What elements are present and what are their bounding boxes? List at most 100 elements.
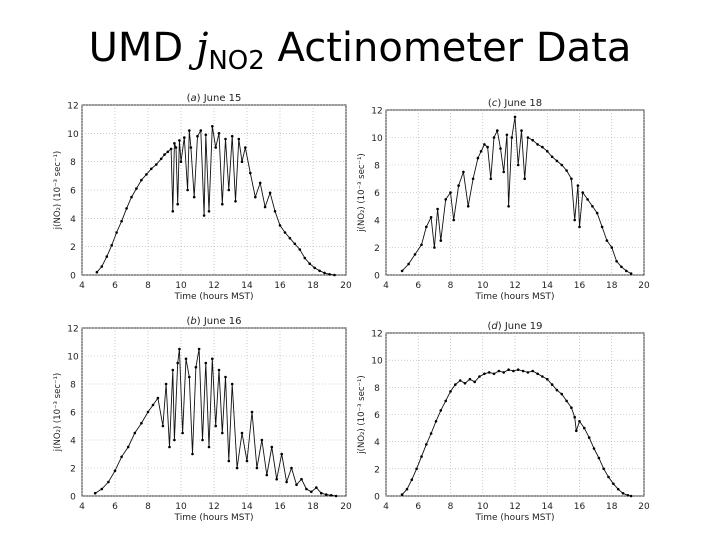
panel-title: (b) June 16	[186, 316, 241, 327]
y-tick-label: 2	[374, 244, 380, 254]
data-point	[171, 368, 175, 372]
data-point	[536, 372, 539, 376]
y-tick-label: 8	[374, 384, 380, 394]
data-point	[621, 492, 625, 495]
data-point	[250, 410, 254, 414]
data-point	[150, 167, 153, 171]
data-point	[260, 438, 264, 442]
data-point	[288, 236, 292, 240]
data-point	[290, 466, 293, 470]
data-point	[420, 455, 423, 458]
data-point	[573, 218, 576, 222]
data-point	[523, 177, 526, 181]
data-point	[616, 487, 620, 491]
x-tick-label: 12	[509, 502, 520, 512]
data-point	[305, 487, 308, 491]
data-point	[555, 159, 559, 163]
data-point	[207, 445, 211, 449]
x-tick-label: 8	[448, 502, 454, 512]
chart-panel-c: 0 2 4 6 8 10 12 4 6 8 10 12 14 16 18 20 (c) June 18 Time …	[357, 98, 650, 302]
data-point	[265, 473, 269, 477]
data-point	[125, 207, 128, 210]
x-tick-label: 4	[79, 281, 85, 291]
data-point	[625, 269, 628, 273]
data-point	[100, 487, 104, 491]
data-point	[433, 246, 436, 249]
data-point	[201, 438, 204, 442]
data-point	[318, 269, 321, 273]
data-point	[550, 155, 554, 159]
data-point	[489, 177, 493, 181]
data-point	[168, 445, 171, 449]
chart-panel-b: 0 2 4 6 8 10 12 4 6 8 10 12 14 16 18 20 (b) June 16 Time …	[53, 316, 352, 523]
data-point	[507, 368, 510, 372]
data-point	[600, 225, 604, 229]
title-prefix: UMD	[88, 25, 196, 71]
data-point	[178, 139, 181, 142]
y-tick-label: 10	[371, 134, 383, 144]
data-point	[110, 244, 113, 247]
data-point	[439, 239, 443, 242]
data-point	[278, 224, 282, 227]
y-tick-label: 12	[371, 107, 382, 117]
data-point	[512, 369, 515, 373]
data-point	[227, 188, 231, 192]
y-tick-label: 4	[70, 215, 76, 225]
data-point	[230, 134, 234, 138]
data-point	[188, 129, 191, 132]
y-tick-label: 2	[70, 243, 76, 253]
data-point	[188, 375, 191, 379]
y-axis-label: j(NO₂) (10⁻³ sec⁻¹)	[53, 373, 63, 452]
y-tick-label: 4	[70, 437, 76, 447]
data-point	[113, 469, 117, 473]
data-point	[434, 420, 438, 423]
x-tick-label: 6	[415, 281, 421, 291]
y-tick-label: 0	[70, 272, 76, 282]
data-point	[263, 205, 267, 209]
data-point	[240, 431, 244, 435]
x-tick-label: 20	[638, 502, 650, 512]
x-tick-label: 12	[208, 502, 219, 512]
x-tick-label: 8	[145, 281, 151, 291]
data-point	[410, 478, 414, 482]
y-tick-label: 8	[70, 381, 76, 391]
data-point	[607, 475, 610, 479]
data-point	[510, 136, 514, 139]
data-point	[478, 375, 481, 378]
data-point	[163, 153, 166, 156]
data-point	[323, 271, 326, 275]
data-point	[95, 270, 99, 274]
data-point	[300, 477, 303, 481]
data-point	[583, 426, 586, 430]
data-point	[120, 219, 123, 223]
data-point	[413, 253, 417, 256]
data-point	[164, 382, 168, 386]
data-point	[458, 379, 462, 382]
data-point	[565, 399, 568, 403]
data-point	[196, 134, 199, 138]
data-point	[130, 195, 133, 199]
data-point	[189, 146, 193, 149]
data-point	[468, 377, 472, 381]
data-point	[221, 431, 224, 435]
chart-panel-a: 0 2 4 6 8 10 12 4 6 8 10 12 14 16 18 20 (a) June 15 Time …	[53, 93, 352, 302]
x-tick-label: 12	[208, 281, 219, 291]
x-tick-label: 4	[383, 281, 389, 291]
data-point	[329, 494, 333, 497]
y-tick-label: 4	[374, 217, 380, 227]
data-point	[531, 369, 534, 373]
data-point	[462, 170, 465, 174]
data-point	[592, 447, 596, 450]
data-point	[320, 491, 323, 495]
data-point	[115, 231, 118, 234]
y-tick-label: 12	[67, 102, 78, 112]
data-point	[227, 459, 231, 463]
panel-title: (a) June 15	[187, 93, 242, 104]
data-point	[204, 133, 208, 137]
data-point	[516, 163, 520, 167]
data-point	[595, 211, 599, 215]
data-point	[328, 273, 331, 276]
data-point	[93, 491, 97, 495]
data-point	[211, 357, 214, 361]
data-point	[285, 480, 288, 484]
